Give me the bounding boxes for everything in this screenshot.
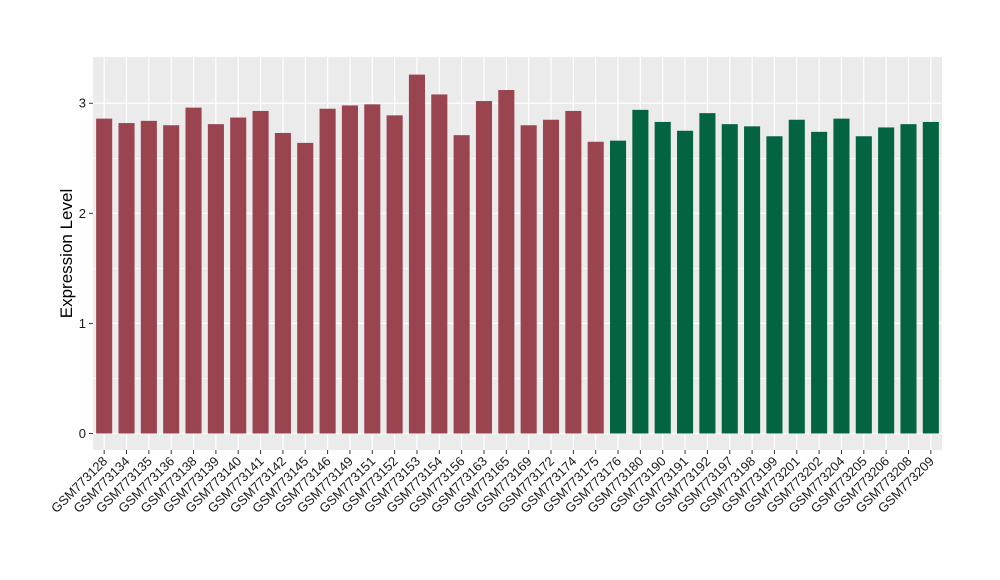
bar [900, 124, 917, 434]
bar [163, 125, 180, 434]
bar [699, 113, 716, 434]
y-axis-title: Expression Level [57, 189, 76, 318]
bar [319, 108, 336, 434]
bar [408, 74, 426, 434]
bar [542, 119, 560, 434]
bar [252, 110, 269, 434]
bar [475, 101, 493, 434]
bar [274, 132, 291, 434]
bar [855, 136, 872, 434]
bar [654, 121, 671, 434]
bar [811, 131, 828, 434]
bar [565, 110, 582, 434]
y-tick-label: 0 [79, 426, 86, 441]
bar [922, 121, 939, 434]
bar [297, 142, 314, 434]
bar [587, 141, 604, 434]
bar [677, 130, 694, 434]
bar [386, 115, 403, 434]
y-tick-label: 2 [79, 206, 86, 221]
bar [744, 126, 761, 434]
bars [96, 74, 939, 434]
y-tick-label: 3 [79, 96, 86, 111]
bar [431, 94, 448, 434]
bar [453, 135, 470, 434]
bar [788, 119, 805, 434]
x-axis: GSM773128GSM773134GSM773135GSM773136GSM7… [48, 450, 937, 516]
bar [140, 120, 157, 434]
bar [364, 104, 381, 434]
bar [96, 118, 113, 434]
bar [632, 109, 649, 434]
bar [230, 117, 247, 434]
y-axis: 0 1 2 3 [79, 96, 93, 441]
bar [766, 136, 783, 434]
bar [721, 124, 738, 434]
bar [609, 140, 627, 434]
y-tick-label: 1 [79, 316, 86, 331]
bar [878, 127, 895, 434]
bar [833, 118, 850, 434]
bar [118, 123, 135, 434]
bar [341, 105, 358, 434]
bar [498, 90, 515, 434]
bar [185, 107, 202, 434]
bar [207, 124, 224, 434]
bar [520, 125, 537, 434]
